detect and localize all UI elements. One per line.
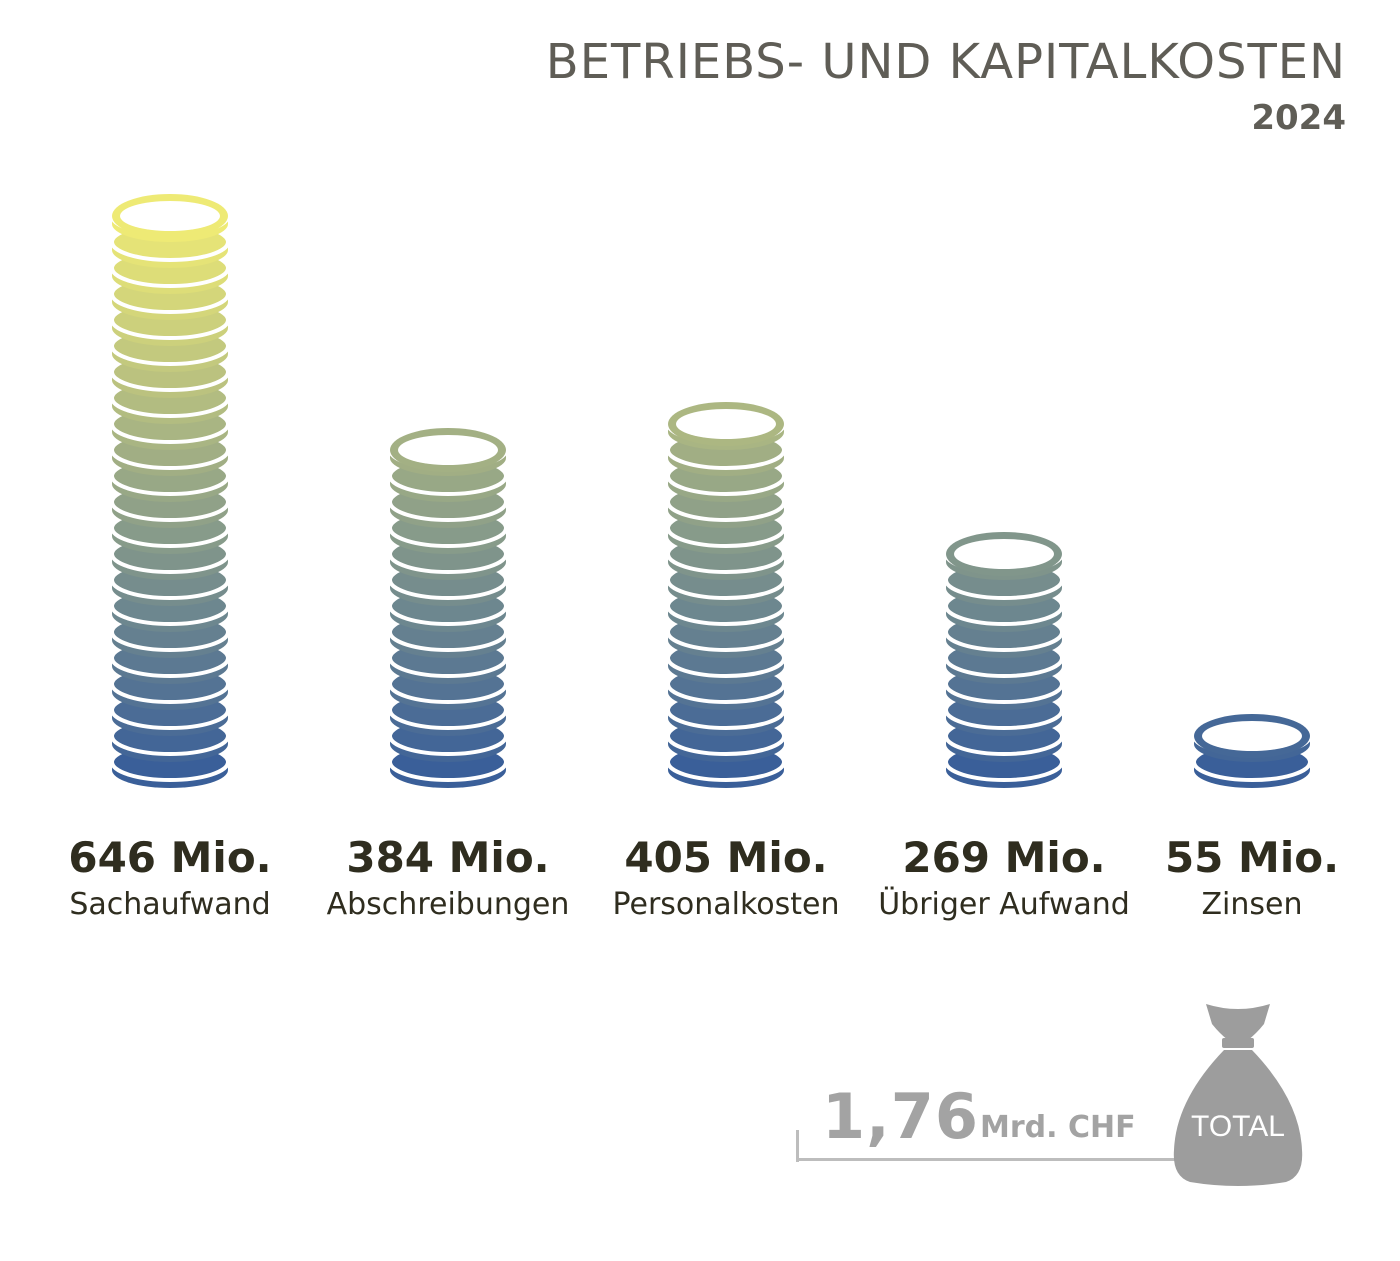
total-bracket-line bbox=[796, 1130, 799, 1162]
category-label: Sachaufwand bbox=[69, 887, 270, 922]
category-label: Übriger Aufwand bbox=[878, 886, 1130, 922]
coin-stack-sachaufwand bbox=[110, 194, 230, 788]
coin-top-face bbox=[954, 539, 1054, 569]
coin-stack-übriger-aufwand bbox=[944, 532, 1064, 788]
coin-stack-chart: 646 Mio. Sachaufwand 384 Mio. Abschreibunge… bbox=[68, 194, 1339, 922]
category-label: Zinsen bbox=[1201, 887, 1302, 922]
coin-stack-personalkosten bbox=[666, 402, 786, 788]
coin-top-face bbox=[676, 409, 776, 439]
coin-top-face bbox=[120, 201, 220, 231]
value-label: 55 Mio. bbox=[1165, 833, 1339, 882]
category-label: Personalkosten bbox=[612, 887, 839, 922]
money-bag-icon: TOTAL bbox=[1173, 1004, 1303, 1186]
total-unit: Mrd. CHF bbox=[980, 1110, 1136, 1145]
value-label: 646 Mio. bbox=[68, 833, 271, 882]
chart-subtitle: 2024 bbox=[1251, 98, 1346, 138]
chart-title: BETRIEBS- UND KAPITALKOSTEN bbox=[545, 34, 1346, 90]
coin-stack-abschreibungen bbox=[388, 428, 508, 788]
value-label: 405 Mio. bbox=[624, 833, 827, 882]
category-label: Abschreibungen bbox=[327, 887, 570, 922]
value-label: 269 Mio. bbox=[902, 833, 1105, 882]
coin-top-face bbox=[1202, 721, 1302, 751]
total-underline bbox=[796, 1158, 1186, 1161]
total-value: 1,76 bbox=[822, 1080, 979, 1153]
total-section: 1,76 Mrd. CHF TOTAL bbox=[796, 1000, 1316, 1200]
total-bag-label: TOTAL bbox=[1191, 1110, 1285, 1143]
coin-stack-zinsen bbox=[1192, 714, 1312, 788]
coin-top-face bbox=[398, 435, 498, 465]
value-label: 384 Mio. bbox=[346, 833, 549, 882]
